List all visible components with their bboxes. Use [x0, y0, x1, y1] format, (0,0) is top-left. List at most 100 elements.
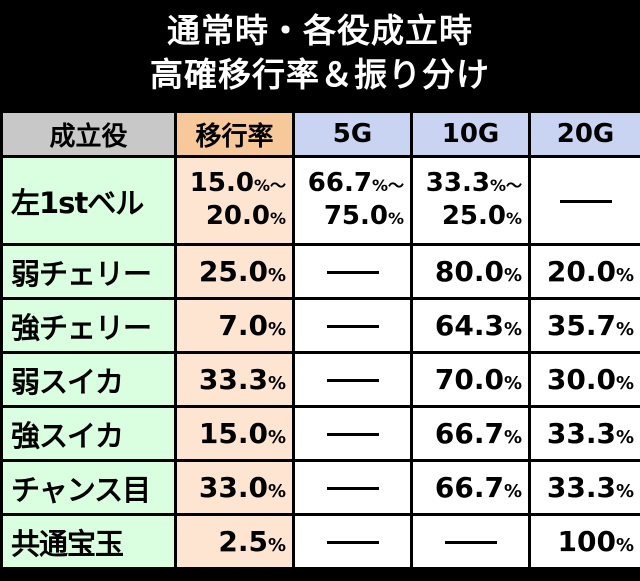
game-20g-value: 33.3 [547, 471, 616, 504]
percent-sign: % [506, 209, 522, 228]
role-name: 強スイカ [2, 407, 176, 461]
role-name: 弱チェリー [2, 245, 176, 299]
header-5g: 5G [294, 112, 412, 157]
header-role: 成立役 [2, 112, 176, 157]
game-10g-line: 33.3%～ [413, 168, 522, 201]
game-10g-cell: 64.3% [412, 299, 530, 353]
game-5g-cell [294, 299, 412, 353]
role-name: 弱スイカ [2, 353, 176, 407]
title-line-1: 通常時・各役成立時 [0, 0, 640, 53]
game-10g-value: 64.3 [435, 309, 504, 342]
table-row: 弱チェリー 25.0% 80.0% 20.0% [2, 245, 640, 299]
header-20g: 20G [530, 112, 640, 157]
game-10g-value: 80.0 [435, 255, 504, 288]
percent-sign: % [270, 209, 286, 228]
role-name: 強チェリー [2, 299, 176, 353]
game-20g-cell: 33.3% [530, 461, 640, 515]
game-20g-cell: 20.0% [530, 245, 640, 299]
rate-value: 20.0 [206, 201, 270, 231]
game-20g-cell: 100% [530, 515, 640, 569]
percent-sign: % [504, 319, 522, 340]
game-5g-cell [294, 515, 412, 569]
percent-sign: % [504, 481, 522, 502]
percent-sign: %～ [490, 176, 522, 195]
dash-mark [327, 433, 379, 436]
header-10g: 10G [412, 112, 530, 157]
game-10g-value: 66.7 [435, 417, 504, 450]
percent-sign: % [616, 427, 634, 448]
percent-sign: % [616, 319, 634, 340]
percent-sign: %～ [254, 176, 286, 195]
table-row: チャンス目 33.0% 66.7% 33.3% [2, 461, 640, 515]
dash-mark [327, 379, 379, 382]
percent-sign: % [504, 265, 522, 286]
game-5g-cell [294, 245, 412, 299]
dash-mark [327, 271, 379, 274]
rate-line: 15.0%～ [177, 168, 286, 201]
rate-value: 15.0 [199, 417, 268, 450]
game-10g-value: 33.3 [426, 168, 490, 198]
table-row: 左1stベル 15.0%～ 20.0% 66.7%～ 75.0% 33.3%～ 25.0% [2, 157, 640, 245]
game-5g-line: 75.0% [295, 201, 404, 234]
percent-sign: % [616, 535, 634, 556]
rate-cell: 33.3% [176, 353, 294, 407]
rate-cell: 15.0% [176, 407, 294, 461]
role-name: 共通宝玉 [2, 515, 176, 569]
game-20g-value: 100 [558, 525, 616, 558]
probability-table: 成立役 移行率 5G 10G 20G 左1stベル 15.0%～ 20.0% 66.7… [0, 110, 640, 570]
dash-mark [327, 325, 379, 328]
rate-value: 2.5 [218, 525, 268, 558]
percent-sign: % [268, 265, 286, 286]
game-5g-cell [294, 353, 412, 407]
game-20g-cell: 35.7% [530, 299, 640, 353]
game-10g-cell: 33.3%～ 25.0% [412, 157, 530, 245]
game-10g-value: 66.7 [435, 471, 504, 504]
percent-sign: % [268, 373, 286, 394]
game-5g-value: 75.0 [324, 201, 388, 231]
game-10g-cell [412, 515, 530, 569]
game-20g-value: 20.0 [547, 255, 616, 288]
game-5g-value: 66.7 [308, 168, 372, 198]
percent-sign: % [616, 265, 634, 286]
percent-sign: % [504, 427, 522, 448]
rate-value: 33.0 [199, 471, 268, 504]
percent-sign: % [268, 319, 286, 340]
game-5g-cell: 66.7%～ 75.0% [294, 157, 412, 245]
role-name: チャンス目 [2, 461, 176, 515]
game-20g-cell: 30.0% [530, 353, 640, 407]
table-row: 強チェリー 7.0% 64.3% 35.7% [2, 299, 640, 353]
game-10g-cell: 66.7% [412, 461, 530, 515]
game-20g-value: 35.7 [547, 309, 616, 342]
percent-sign: % [268, 535, 286, 556]
dash-mark [327, 487, 379, 490]
percent-sign: % [268, 427, 286, 448]
game-20g-cell: 33.3% [530, 407, 640, 461]
game-5g-cell [294, 407, 412, 461]
percent-sign: % [388, 209, 404, 228]
rate-value: 15.0 [190, 168, 254, 198]
header-rate: 移行率 [176, 112, 294, 157]
page-title: 通常時・各役成立時 高確移行率＆振り分け [0, 0, 640, 110]
game-10g-value: 25.0 [442, 201, 506, 231]
rate-value: 33.3 [199, 363, 268, 396]
percent-sign: % [504, 373, 522, 394]
game-10g-cell: 70.0% [412, 353, 530, 407]
role-name: 左1stベル [2, 157, 176, 245]
table-row: 弱スイカ 33.3% 70.0% 30.0% [2, 353, 640, 407]
percent-sign: % [268, 481, 286, 502]
game-20g-value: 30.0 [547, 363, 616, 396]
title-line-2: 高確移行率＆振り分け [0, 53, 640, 97]
rate-cell: 7.0% [176, 299, 294, 353]
percent-sign: % [616, 481, 634, 502]
header-row: 成立役 移行率 5G 10G 20G [2, 112, 640, 157]
table-row: 強スイカ 15.0% 66.7% 33.3% [2, 407, 640, 461]
game-5g-line: 66.7%～ [295, 168, 404, 201]
percent-sign: % [616, 373, 634, 394]
rate-value: 25.0 [199, 255, 268, 288]
dash-mark [445, 541, 497, 544]
game-10g-cell: 80.0% [412, 245, 530, 299]
percent-sign: %～ [372, 176, 404, 195]
game-10g-line: 25.0% [413, 201, 522, 234]
game-20g-value: 33.3 [547, 417, 616, 450]
rate-line: 20.0% [177, 201, 286, 234]
